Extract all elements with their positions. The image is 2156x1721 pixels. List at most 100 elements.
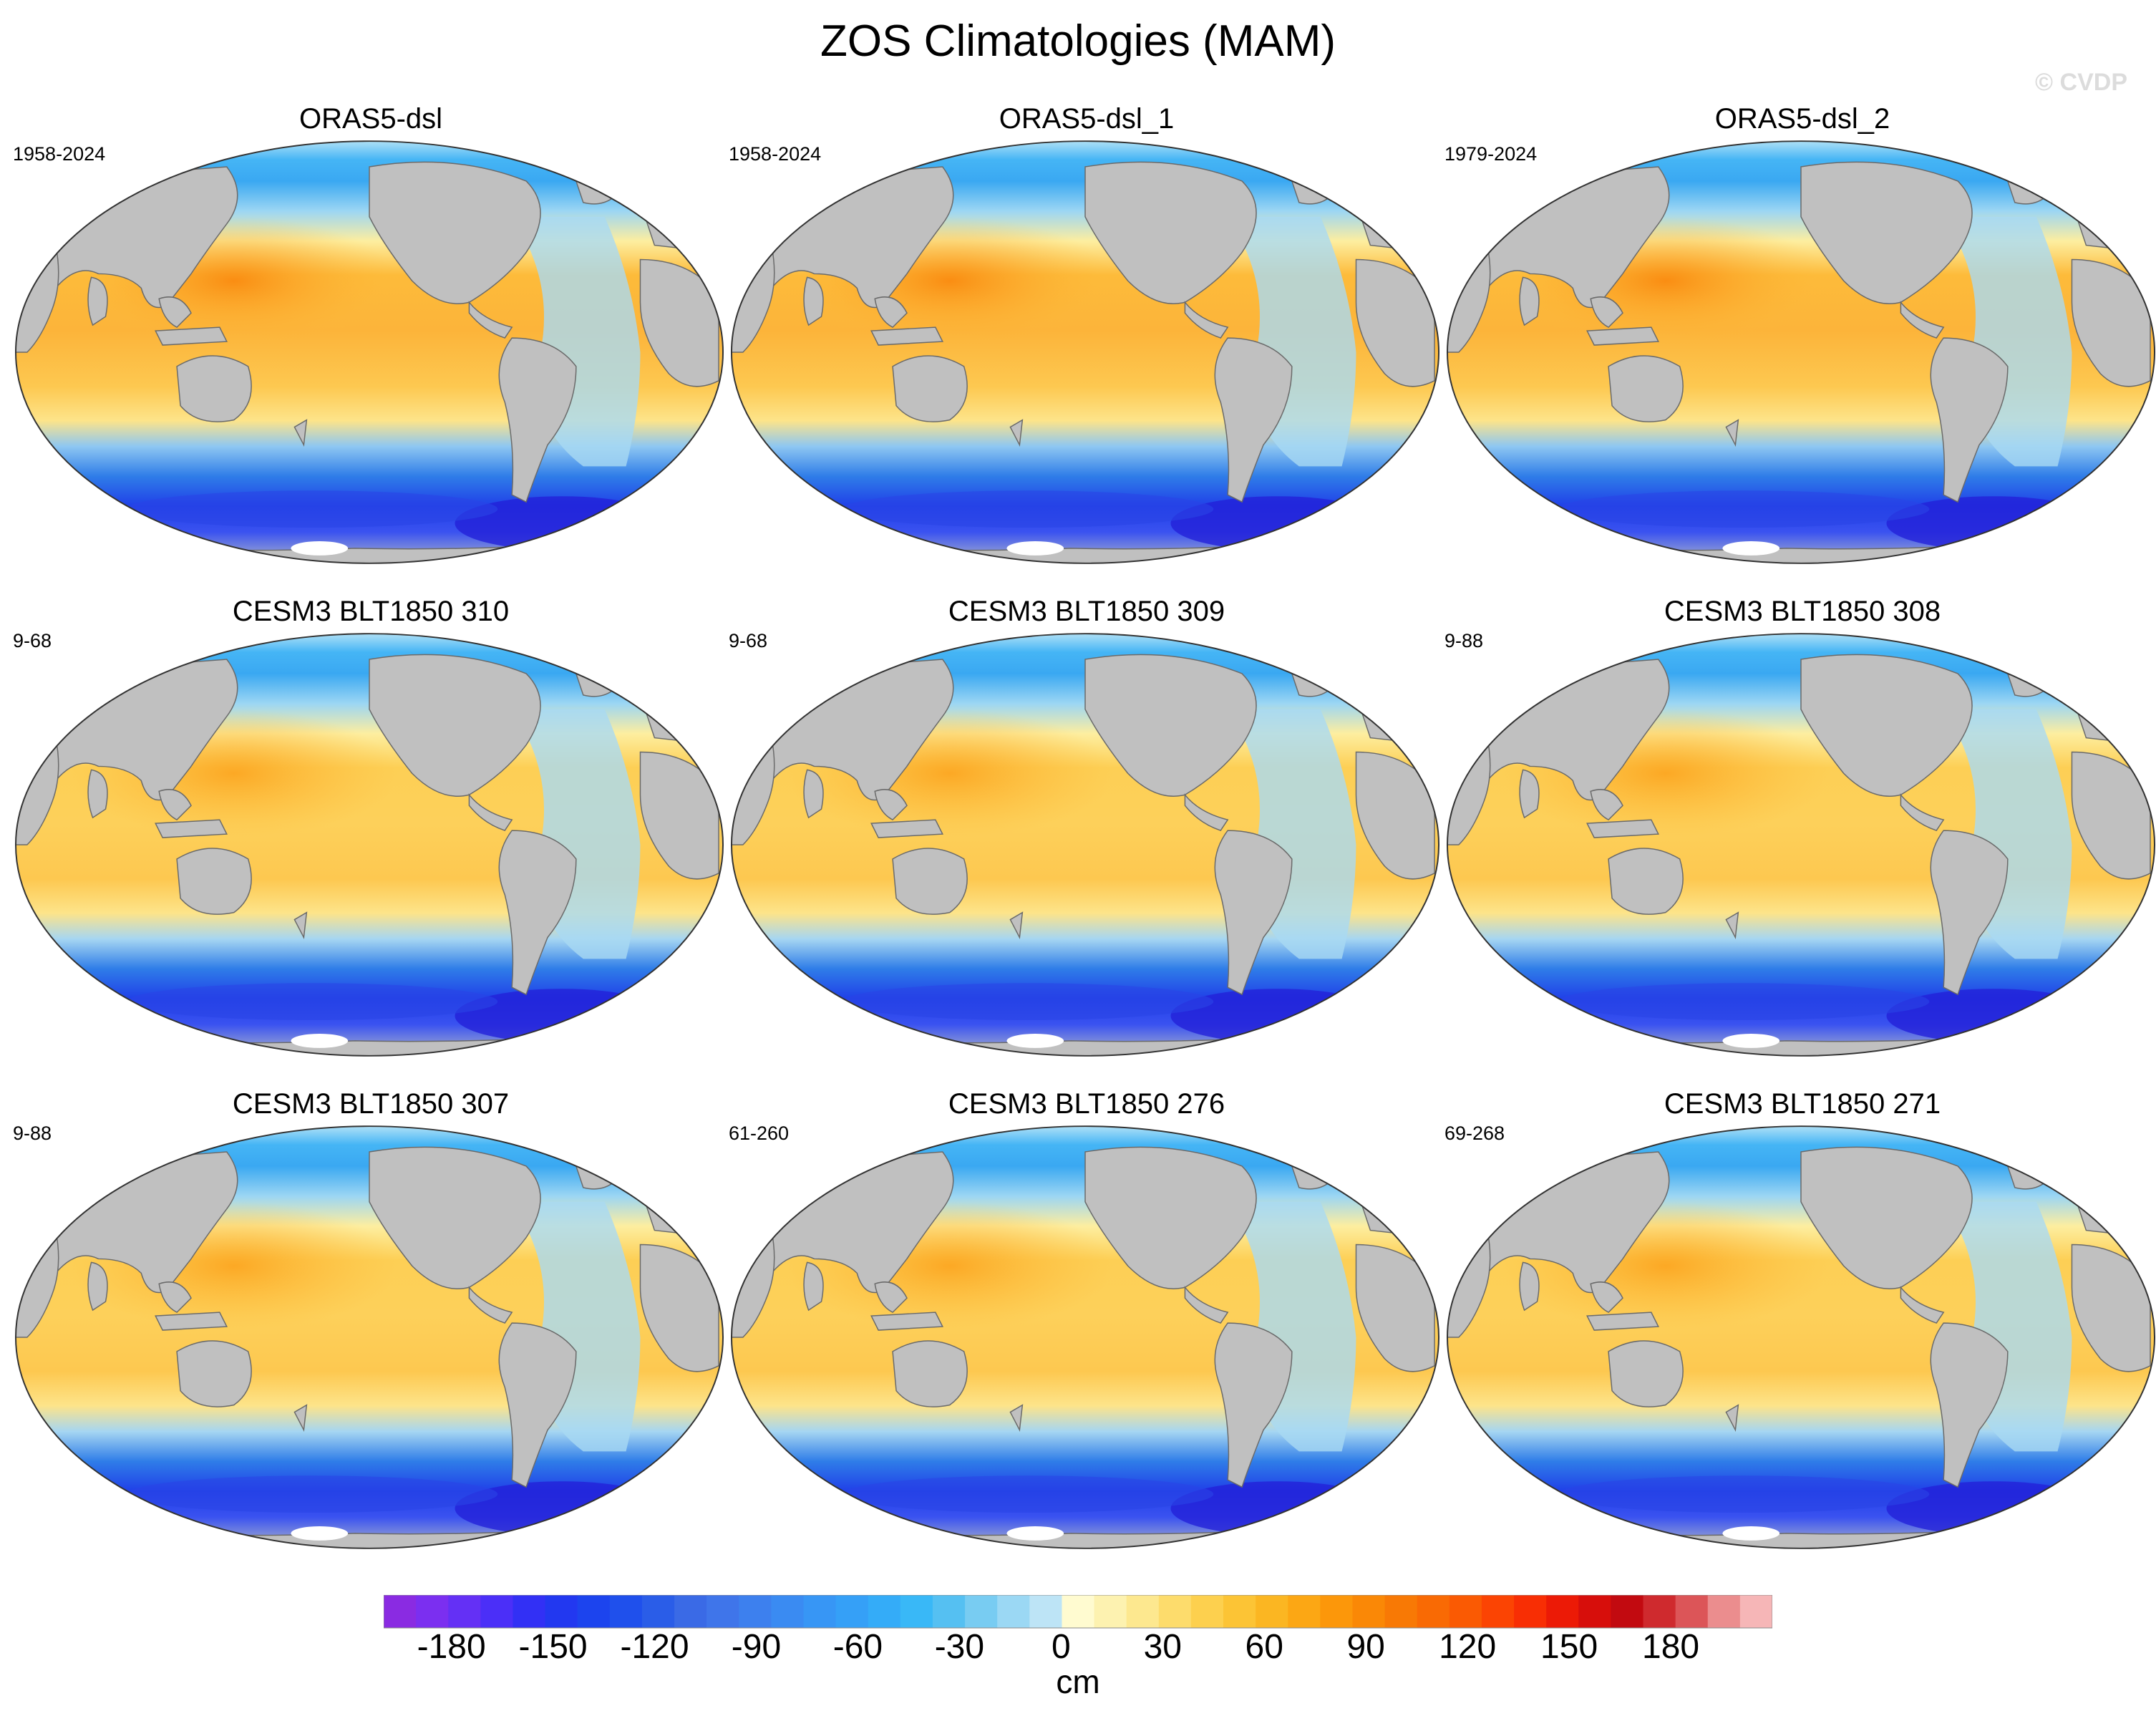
map-2 (730, 140, 1440, 564)
land-mass (1519, 1261, 1540, 1312)
land-mass (892, 1340, 968, 1407)
land-mass (1214, 337, 1293, 503)
land-mass (1586, 819, 1659, 838)
land-mass (1608, 355, 1684, 422)
figure-title: ZOS Climatologies (MAM) (820, 16, 1336, 66)
land-mass (176, 1340, 252, 1407)
colorbar-tick-label: -90 (732, 1628, 781, 1659)
colorbar-box (1094, 1595, 1127, 1628)
land-mass (1590, 296, 1623, 329)
panel-year-range: 9-68 (729, 630, 768, 651)
land-mass (892, 848, 968, 915)
colorbar-box (577, 1595, 611, 1628)
panel-title: ORAS5-dsl_2 (1714, 103, 1890, 135)
panel-year-range: 69-268 (1444, 1123, 1505, 1144)
colorbar-tick-label: 90 (1346, 1628, 1384, 1659)
land-mass (1590, 789, 1623, 821)
land-mass (87, 1261, 108, 1312)
land-mass (1900, 793, 1945, 831)
land-mass (1900, 1286, 1945, 1324)
colorbar-box (1643, 1595, 1676, 1628)
land-mass (1519, 769, 1540, 819)
land-mass (874, 1281, 908, 1314)
colorbar-tick-label: -180 (417, 1628, 486, 1659)
land-mass (870, 1312, 943, 1331)
colorbar-box (965, 1595, 998, 1628)
colorbar: -180 -150 -120 -90 -60 -30 0 30 60 90 120 150 180 (384, 1595, 1772, 1659)
colorbar-box (1029, 1595, 1062, 1628)
land-mass (468, 301, 513, 339)
colorbar-box (932, 1595, 966, 1628)
land-mass (1800, 654, 1973, 798)
map-outline (14, 633, 724, 1057)
colorbar-box (1707, 1595, 1741, 1628)
colorbar-tick-label: 0 (1052, 1628, 1071, 1659)
land-mass (870, 819, 943, 838)
panel-title: CESM3 BLT1850 308 (1664, 596, 1941, 627)
colorbar-box (771, 1595, 805, 1628)
land-mass (1930, 337, 2009, 503)
map-outline (730, 1125, 1440, 1549)
land-mass (639, 751, 719, 880)
panel-year-range: 1958-2024 (729, 143, 822, 165)
panel-title: CESM3 BLT1850 271 (1664, 1088, 1941, 1120)
land-mass (803, 276, 824, 326)
land-mass (158, 789, 192, 821)
colorbar-box (1223, 1595, 1256, 1628)
land-mass (874, 789, 908, 821)
map-outline (1446, 140, 2156, 564)
panel-title: ORAS5-dsl_1 (999, 103, 1175, 135)
land-mass (155, 819, 228, 838)
map-5 (730, 633, 1440, 1057)
land-mass (498, 1322, 577, 1488)
land-mass (1519, 276, 1540, 326)
colorbar-box (1126, 1595, 1160, 1628)
land-mass (155, 326, 228, 346)
map-9 (1446, 1125, 2156, 1549)
colorbar-box (1739, 1595, 1772, 1628)
land-mass (369, 1146, 541, 1290)
land-mass (2071, 258, 2151, 387)
land-mass (1608, 848, 1684, 915)
colorbar-box (1675, 1595, 1709, 1628)
land-mass (176, 848, 252, 915)
land-mass (1590, 1281, 1623, 1314)
colorbar-tick-labels: -180 -150 -120 -90 -60 -30 0 30 60 90 120 150 180 (417, 1628, 1700, 1659)
map-1 (14, 140, 724, 564)
colorbar-box (448, 1595, 481, 1628)
map-6 (1446, 633, 2156, 1057)
colorbar-box (739, 1595, 772, 1628)
map-7 (14, 1125, 724, 1549)
land-mass (1930, 830, 2009, 996)
colorbar-box (706, 1595, 739, 1628)
land-mass (1586, 326, 1659, 346)
land-mass (155, 1312, 228, 1331)
colorbar-box (1417, 1595, 1450, 1628)
land-mass (1084, 654, 1257, 798)
colorbar-box (868, 1595, 901, 1628)
panel-year-range: 1958-2024 (13, 143, 106, 165)
land-mass (1184, 301, 1229, 339)
panel-title: CESM3 BLT1850 309 (948, 596, 1225, 627)
land-mass (498, 337, 577, 503)
colorbar-tick-label: 150 (1540, 1628, 1598, 1659)
land-mass (2071, 751, 2151, 880)
colorbar-box (384, 1595, 417, 1628)
colorbar-box (803, 1595, 837, 1628)
colorbar-box (480, 1595, 513, 1628)
colorbar-box (545, 1595, 578, 1628)
map-outline (14, 140, 724, 564)
land-mass (468, 793, 513, 831)
panel-year-range: 9-88 (13, 1123, 52, 1144)
colorbar-tick-label: -120 (620, 1628, 689, 1659)
colorbar-tick-label: -30 (935, 1628, 984, 1659)
map-8 (730, 1125, 1440, 1549)
land-mass (468, 1286, 513, 1324)
colorbar-box (1288, 1595, 1321, 1628)
land-mass (1800, 161, 1973, 305)
land-mass (293, 911, 308, 939)
land-mass (1214, 1322, 1293, 1488)
land-mass (87, 769, 108, 819)
land-mass (176, 355, 252, 422)
land-mass (1355, 1244, 1435, 1372)
